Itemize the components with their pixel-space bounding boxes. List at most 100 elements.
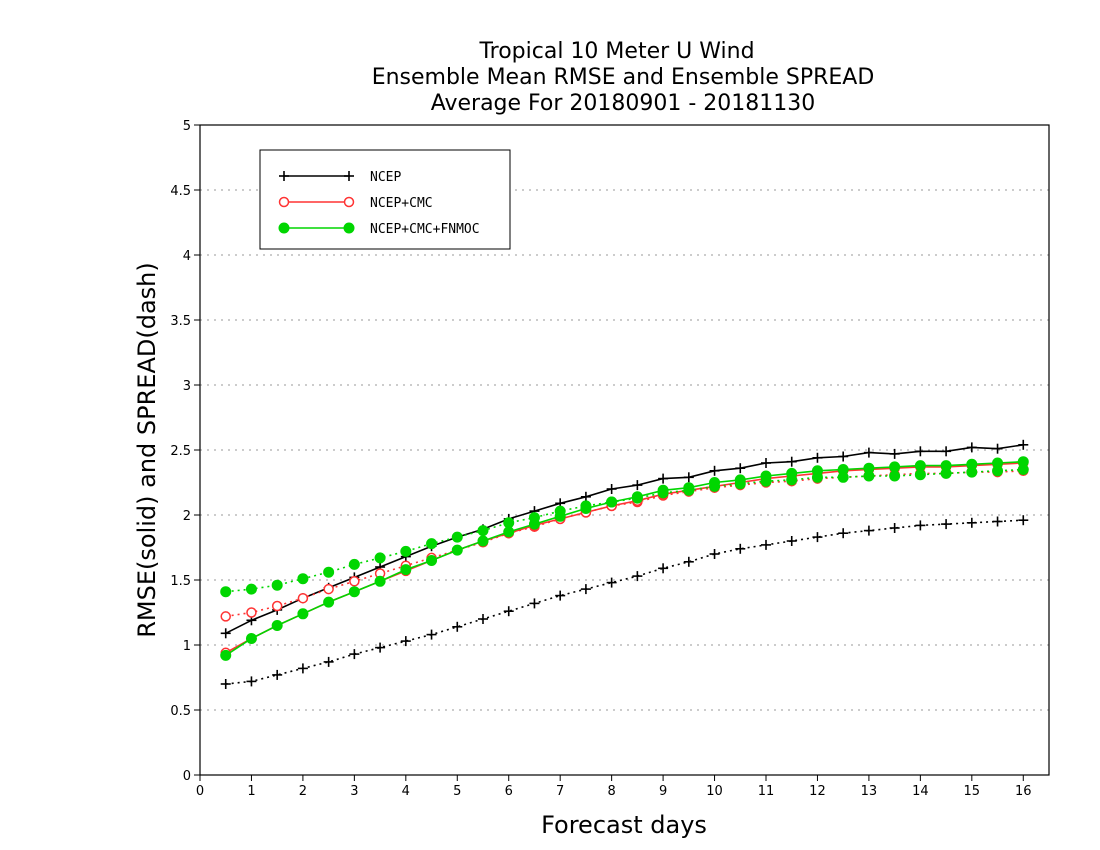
series-3-rmse-point [657, 484, 669, 496]
series-3-rmse-point [889, 461, 901, 473]
series-1-rmse-point [838, 451, 849, 462]
series-3-spread-point [400, 545, 412, 557]
series-1-spread-point [1018, 515, 1029, 526]
series-3-spread-point [914, 469, 926, 481]
series-1-spread-point [966, 517, 977, 528]
y-axis-label: RMSE(solid) and SPREAD(dash) [133, 262, 161, 638]
x-tick-label: 4 [402, 784, 410, 799]
series-2-spread-point [323, 583, 334, 595]
series-3-rmse-point [734, 474, 746, 486]
legend-marker [278, 222, 290, 234]
series-1-spread-point [272, 669, 283, 680]
series-3-rmse-point [451, 544, 463, 556]
y-tick-label: 3.5 [170, 314, 191, 329]
axes: 00.511.522.533.544.550 1 2 3 4 5 6 7 8 9 10 11 12 13 1… [170, 119, 1031, 799]
y-tick-label: 0.5 [170, 704, 191, 719]
series-2-rmse-line [225, 462, 1024, 654]
series-1-rmse-point [735, 463, 746, 474]
series-1-spread-point [941, 519, 952, 530]
x-tick-label: 0 [196, 784, 204, 799]
series-1-spread-line [225, 519, 1024, 685]
series-1-spread-point [709, 549, 720, 559]
series-1-rmse-point [966, 442, 977, 453]
series-2-spread-point [220, 611, 231, 622]
series-1-spread-point [786, 536, 797, 546]
legend-marker [279, 171, 289, 181]
series-3-rmse-point [271, 620, 283, 631]
series-1-rmse-point [580, 491, 591, 502]
series-3-spread-point [348, 558, 360, 570]
series-1-rmse-point [683, 472, 694, 483]
series-1-rmse-point [606, 484, 617, 494]
x-tick-label: 10 [706, 784, 723, 799]
y-tick-label: 0 [183, 769, 191, 784]
series-1-spread-point [889, 523, 900, 533]
series-3-spread-point [426, 538, 438, 550]
legend-label: NCEP [370, 170, 401, 185]
series-1-rmse-point [220, 628, 231, 639]
series-3-rmse-point [426, 555, 438, 566]
series-3-spread-point [245, 583, 257, 595]
series-2-spread-point [246, 607, 257, 618]
x-tick-label: 7 [556, 784, 564, 799]
series-3-rmse-point [323, 596, 335, 608]
x-tick-label: 9 [659, 784, 667, 799]
series-1-spread-point [323, 656, 334, 667]
series-3-spread-point [477, 525, 489, 537]
title-line-3: Average For 20180901 - 20181130 [431, 91, 816, 116]
series-3-rmse-point [580, 503, 592, 514]
y-tick-label: 4.5 [170, 184, 191, 199]
y-tick-label: 5 [183, 119, 191, 134]
series-2-spread-point [271, 600, 283, 612]
x-tick-label: 6 [505, 784, 513, 799]
series-1-spread-point [992, 516, 1003, 527]
series-3-rmse-point [811, 465, 823, 477]
series-2-spread-point [349, 576, 360, 587]
series-1-spread-point [735, 543, 746, 554]
y-tick-label: 1 [183, 639, 191, 654]
series-1 [220, 439, 1029, 689]
series-1-spread-point [838, 528, 849, 539]
series-3-spread-point [323, 566, 335, 578]
series-1-rmse-point [941, 446, 952, 457]
series-1-rmse-line [225, 444, 1024, 635]
plot-area [220, 439, 1029, 689]
series-1-spread-point [452, 621, 463, 632]
series-3-rmse-point [400, 564, 412, 576]
series-3-spread-point [271, 579, 283, 591]
series-3-rmse-point [631, 491, 643, 503]
series-2 [220, 457, 1029, 659]
series-3-rmse-point [709, 477, 721, 488]
x-tick-label: 13 [861, 784, 878, 799]
series-3-rmse-point [528, 518, 540, 530]
legend-label: NCEP+CMC [370, 196, 433, 211]
series-3-rmse-point [220, 649, 232, 661]
series-3-rmse-point [992, 457, 1004, 469]
x-tick-label: 16 [1015, 784, 1032, 799]
series-3-rmse-point [477, 535, 489, 547]
series-1-spread-point [375, 642, 386, 653]
series-3-rmse-point [245, 633, 257, 644]
legend-label: NCEP+CMC+FNMOC [370, 222, 480, 237]
series-3-rmse-point [348, 586, 360, 598]
series-3-spread-point [451, 531, 463, 543]
series-1-rmse-point [632, 480, 643, 491]
series-3-rmse-point [786, 467, 798, 479]
series-3-rmse-point [554, 510, 566, 522]
series-1-spread-point [349, 649, 360, 660]
series-3-spread-point [503, 517, 515, 529]
legend-entry-2: NCEP+CMC [278, 196, 433, 211]
series-3-rmse-point [966, 458, 978, 470]
y-tick-label: 1.5 [170, 574, 191, 589]
x-tick-label: 5 [453, 784, 461, 799]
y-tick-label: 2 [183, 509, 191, 524]
x-tick-label: 8 [607, 784, 615, 799]
series-1-rmse-point [658, 473, 669, 484]
series-1-rmse-point [761, 458, 771, 468]
series-3-rmse-point [914, 460, 926, 472]
legend-marker [278, 196, 290, 208]
x-tick-label: 15 [964, 784, 981, 799]
y-tick-label: 4 [183, 249, 191, 264]
series-1-spread-point [297, 663, 308, 674]
series-1-spread-point [400, 636, 411, 647]
